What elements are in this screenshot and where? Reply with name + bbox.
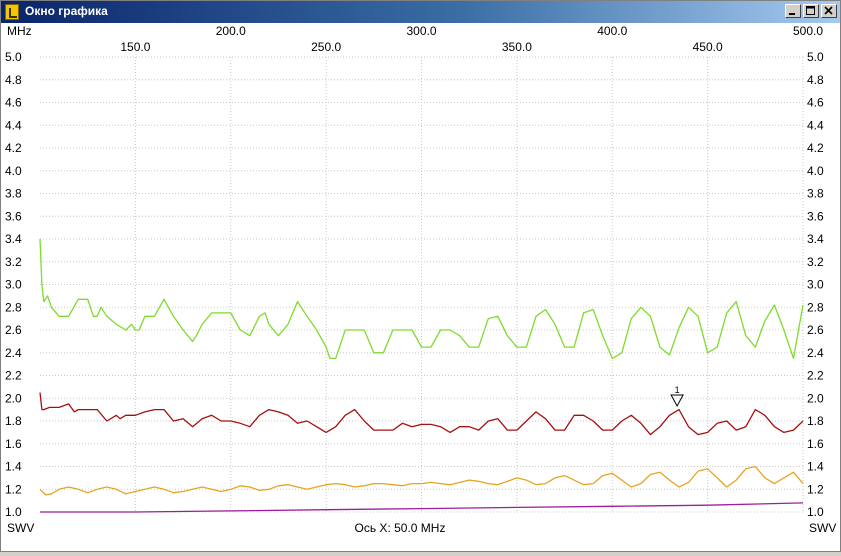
y-tick-label-right: 2.0 <box>807 391 824 405</box>
close-icon <box>824 6 833 15</box>
x-tick-label: 400.0 <box>597 24 627 38</box>
x-tick-label: 500.0 <box>793 24 823 38</box>
x-tick-label: 150.0 <box>120 40 150 54</box>
y-label-right: SWV <box>809 521 836 535</box>
series-group <box>39 238 804 513</box>
y-tick-label-right: 1.6 <box>807 437 824 451</box>
y-tick-label-right: 4.8 <box>807 73 824 87</box>
y-axis-ticks: 1.0 1.0 1.2 1.2 1.4 1.4 1.6 1.6 1.8 1.8 2.0 2.0 2.2 2… <box>5 50 824 519</box>
series-line-3 <box>39 465 804 496</box>
maximize-button[interactable] <box>803 4 819 18</box>
y-tick-label-left: 1.8 <box>5 414 22 428</box>
minimize-icon <box>789 13 795 15</box>
y-tick-label-left: 4.8 <box>5 73 22 87</box>
x-tick-label: 450.0 <box>693 40 723 54</box>
y-tick-label-left: 4.0 <box>5 164 22 178</box>
y-tick-label-right: 4.6 <box>807 96 824 110</box>
y-tick-label-right: 1.2 <box>807 482 824 496</box>
y-tick-label-left: 4.6 <box>5 96 22 110</box>
y-tick-label-right: 2.4 <box>807 346 824 360</box>
y-tick-label-right: 1.4 <box>807 460 824 474</box>
title-bar[interactable]: Окно графика <box>1 1 840 23</box>
plot-area[interactable]: 150.0 200.0 250.0 300.0 350.0 400.0 450.0 500.0… <box>1 23 840 551</box>
minimize-button[interactable] <box>785 4 801 18</box>
chart-app-icon <box>5 4 19 20</box>
swr-chart[interactable]: 150.0 200.0 250.0 300.0 350.0 400.0 450.0 500.0… <box>1 23 840 551</box>
marker-group: 1 <box>670 385 684 407</box>
y-tick-label-right: 1.8 <box>807 414 824 428</box>
x-axis-note: Ось X: 50.0 MHz <box>355 521 446 535</box>
y-tick-label-left: 1.0 <box>5 505 22 519</box>
y-tick-label-right: 3.0 <box>807 278 824 292</box>
y-tick-label-left: 2.0 <box>5 391 22 405</box>
y-tick-label-left: 3.6 <box>5 209 22 223</box>
x-axis-ticks: 150.0 200.0 250.0 300.0 350.0 400.0 450.0 500.0 <box>120 24 823 54</box>
window-title: Окно графика <box>25 4 108 18</box>
y-tick-label-left: 2.2 <box>5 369 22 383</box>
y-tick-label-left: 2.4 <box>5 346 22 360</box>
y-tick-label-left: 2.8 <box>5 300 22 314</box>
y-tick-label-left: 3.4 <box>5 232 22 246</box>
y-label-left: SWV <box>7 521 34 535</box>
y-tick-label-left: 4.2 <box>5 141 22 155</box>
series-line-1 <box>39 238 804 360</box>
y-tick-label-right: 2.6 <box>807 323 824 337</box>
y-tick-label-right: 4.0 <box>807 164 824 178</box>
y-tick-label-right: 4.4 <box>807 118 824 132</box>
y-tick-label-right: 2.2 <box>807 369 824 383</box>
y-tick-label-left: 3.0 <box>5 278 22 292</box>
x-tick-label: 350.0 <box>502 40 532 54</box>
close-button[interactable] <box>821 4 837 18</box>
grid <box>40 56 804 513</box>
y-tick-label-left: 2.6 <box>5 323 22 337</box>
y-tick-label-left: 3.8 <box>5 187 22 201</box>
marker-triangle[interactable] <box>670 394 684 407</box>
title-buttons <box>785 4 837 18</box>
y-tick-label-left: 1.2 <box>5 482 22 496</box>
x-tick-label: 250.0 <box>311 40 341 54</box>
y-tick-label-left: 1.4 <box>5 460 22 474</box>
y-tick-label-right: 4.2 <box>807 141 824 155</box>
y-tick-label-right: 3.2 <box>807 255 824 269</box>
marker-label: 1 <box>675 385 680 395</box>
y-tick-label-left: 1.6 <box>5 437 22 451</box>
maximize-icon <box>806 6 815 15</box>
y-tick-label-left: 3.2 <box>5 255 22 269</box>
x-tick-label: 300.0 <box>406 24 436 38</box>
y-tick-label-left: 4.4 <box>5 118 22 132</box>
y-tick-label-right: 1.0 <box>807 505 824 519</box>
y-tick-label-right: 2.8 <box>807 300 824 314</box>
x-tick-label: 200.0 <box>216 24 246 38</box>
y-tick-label-right: 3.6 <box>807 209 824 223</box>
y-tick-label-right: 3.8 <box>807 187 824 201</box>
series-line-2 <box>39 392 804 436</box>
y-tick-label-left: 5.0 <box>5 50 22 64</box>
series-line-4 <box>40 502 804 513</box>
x-unit-label: MHz <box>7 24 32 38</box>
y-tick-label-right: 5.0 <box>807 50 824 64</box>
y-tick-label-right: 3.4 <box>807 232 824 246</box>
